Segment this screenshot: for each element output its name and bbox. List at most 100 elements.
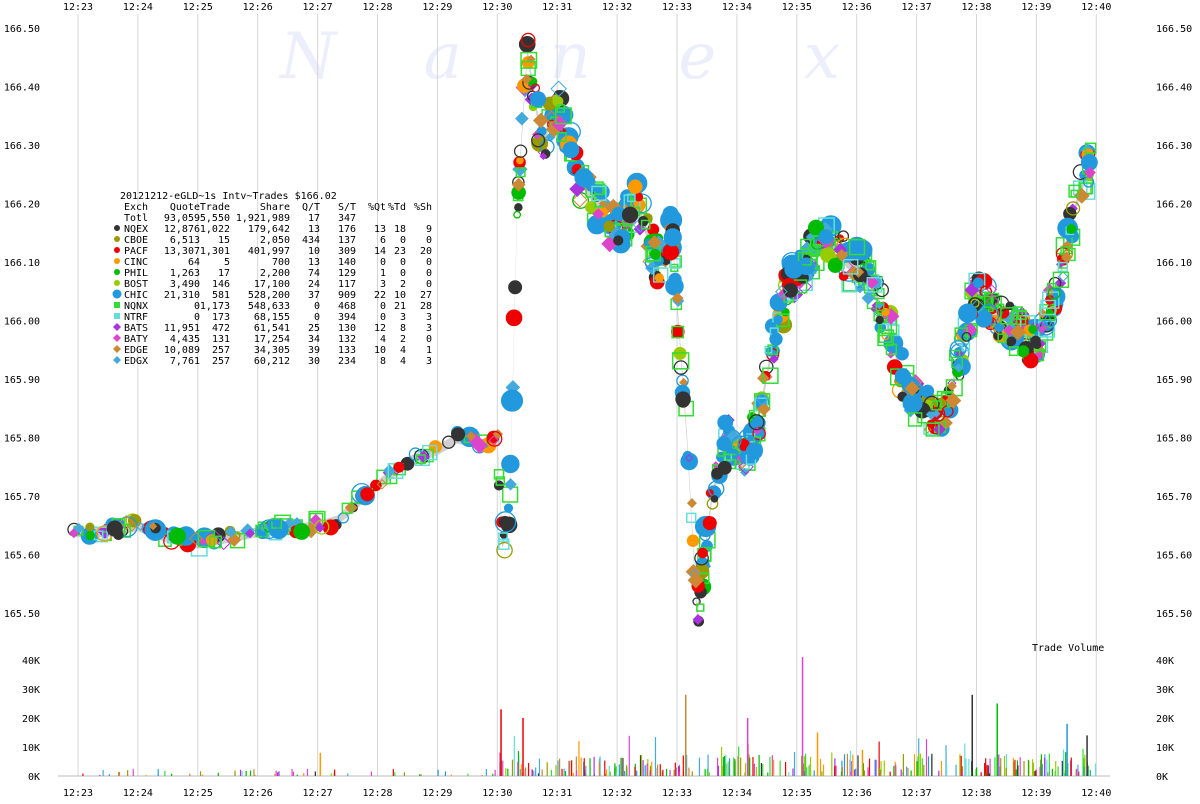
- trade-marker-chic: [818, 229, 834, 245]
- legend-stats-table: 20121212-eGLD~1s Intv~Trades $166.02Exch…: [112, 191, 432, 367]
- volume-bar: [788, 772, 790, 776]
- volume-bar: [923, 764, 925, 776]
- volume-bar: [1078, 771, 1080, 776]
- trade-marker-baty: [68, 528, 79, 539]
- volume-bar: [691, 771, 693, 776]
- volume-bar: [986, 765, 988, 776]
- volume-bar: [604, 760, 606, 776]
- trade-marker-nqnx: [767, 344, 779, 356]
- volume-bar: [849, 750, 852, 776]
- volume-bar: [608, 765, 610, 776]
- volume-bar: [916, 761, 918, 776]
- legend-cell-trade: 146: [212, 279, 230, 290]
- trade-marker-pacf: [634, 192, 644, 202]
- x-tick-label: 12:25: [183, 2, 213, 13]
- trade-marker-nqex: [508, 280, 523, 295]
- legend-cell-trade: 17: [218, 268, 230, 279]
- price-tick-label: 165.80: [4, 434, 40, 445]
- trade-marker-cboe: [531, 135, 549, 152]
- volume-bar: [819, 758, 822, 776]
- volume-bar: [678, 766, 680, 776]
- volume-bar: [1000, 758, 1002, 776]
- volume-bar: [662, 769, 664, 776]
- legend-title: 20121212-eGLD~1s Intv~Trades $166.02: [120, 191, 337, 202]
- legend-cell-st: 129: [338, 268, 356, 279]
- price-tick-label: 165.70: [1156, 492, 1192, 503]
- volume-bar: [1035, 769, 1037, 776]
- price-tick-label: 166.00: [4, 317, 40, 328]
- legend-cell-share: 17,254: [254, 334, 290, 345]
- trade-marker-chic: [994, 322, 1004, 333]
- volume-bar: [605, 773, 607, 776]
- volume-bar: [748, 754, 750, 776]
- volume-tick-label: 20K: [1156, 714, 1174, 725]
- legend-cell-trade: 581: [212, 290, 230, 301]
- trade-marker-phil: [513, 210, 522, 219]
- trade-marker-nqex: [113, 529, 124, 541]
- volume-bar: [722, 756, 724, 776]
- legend-header: Exch: [124, 202, 148, 213]
- volume-bar: [945, 745, 947, 776]
- trade-marker-pacf: [697, 547, 708, 559]
- x-axis-bottom: 12:23 12:24 12:25 12:26 12:27 12:28 12:29 12:30…: [63, 788, 1111, 799]
- x-tick-label: 12:30: [482, 788, 512, 799]
- price-tick-label: 165.60: [4, 551, 40, 562]
- volume-bar: [485, 769, 487, 776]
- volume-bar: [450, 774, 452, 776]
- volume-spike: [971, 694, 974, 776]
- legend-cell-psh: 0: [426, 279, 432, 290]
- volume-bar: [913, 754, 916, 776]
- volume-bar: [517, 751, 520, 776]
- x-tick-label: 12:32: [602, 788, 632, 799]
- trade-marker-chic: [902, 393, 923, 414]
- legend-cell-trade: 257: [212, 345, 230, 356]
- trade-marker-nqnx: [877, 329, 895, 347]
- price-tick-label: 166.10: [4, 258, 40, 269]
- volume-bar: [918, 753, 920, 776]
- volume-bar: [1051, 768, 1053, 776]
- volume-bar: [642, 760, 644, 776]
- trade-marker-phil: [293, 523, 311, 540]
- volume-bar: [1087, 765, 1089, 776]
- legend-marker-nqex: [114, 225, 120, 231]
- price-tick-label: 166.20: [4, 200, 40, 211]
- trade-marker-nqnx: [948, 349, 961, 362]
- volume-bar: [965, 758, 967, 776]
- volume-spike: [861, 749, 864, 776]
- trade-marker-nqex: [513, 144, 528, 158]
- trade-marker-nqnx: [1084, 142, 1097, 154]
- volume-bar: [578, 741, 580, 776]
- legend-cell-st: 132: [338, 334, 356, 345]
- trade-marker-edge: [686, 498, 697, 509]
- volume-bar: [640, 754, 643, 776]
- trade-marker-edge: [227, 532, 242, 547]
- trade-marker-cboe: [603, 220, 615, 232]
- trade-marker-nqnx: [1011, 309, 1027, 325]
- legend-marker-phil: [114, 269, 120, 275]
- volume-bar: [938, 770, 940, 776]
- legend-cell-qt: 434: [302, 235, 320, 246]
- volume-bar: [1082, 748, 1084, 776]
- volume-label: Trade Volume: [1032, 643, 1104, 654]
- legend-cell-pqt: 6: [380, 235, 386, 246]
- legend-marker-bats: [113, 323, 121, 331]
- volume-bar: [550, 770, 553, 776]
- volume-bar: [520, 764, 522, 776]
- volume-spike: [816, 732, 819, 776]
- trade-marker-cinc: [627, 179, 643, 194]
- legend-cell-share: 2,050: [260, 235, 290, 246]
- legend-cell-qt: 13: [308, 224, 320, 235]
- x-tick-label: 12:27: [303, 788, 333, 799]
- trade-marker-nqnx: [797, 251, 812, 266]
- volume-bar: [659, 764, 661, 776]
- volume-bar: [874, 759, 876, 776]
- trade-marker-nqnx: [990, 295, 1002, 307]
- trade-marker-nqnx: [416, 454, 426, 465]
- legend-cell-quote: 10,089: [164, 345, 200, 356]
- legend-cell-st: 130: [338, 323, 356, 334]
- volume-spike: [746, 718, 749, 776]
- volume-bar: [879, 772, 881, 776]
- volume-bar: [737, 756, 739, 776]
- legend-cell-exch: PHIL: [124, 268, 148, 279]
- volume-bar: [868, 758, 871, 776]
